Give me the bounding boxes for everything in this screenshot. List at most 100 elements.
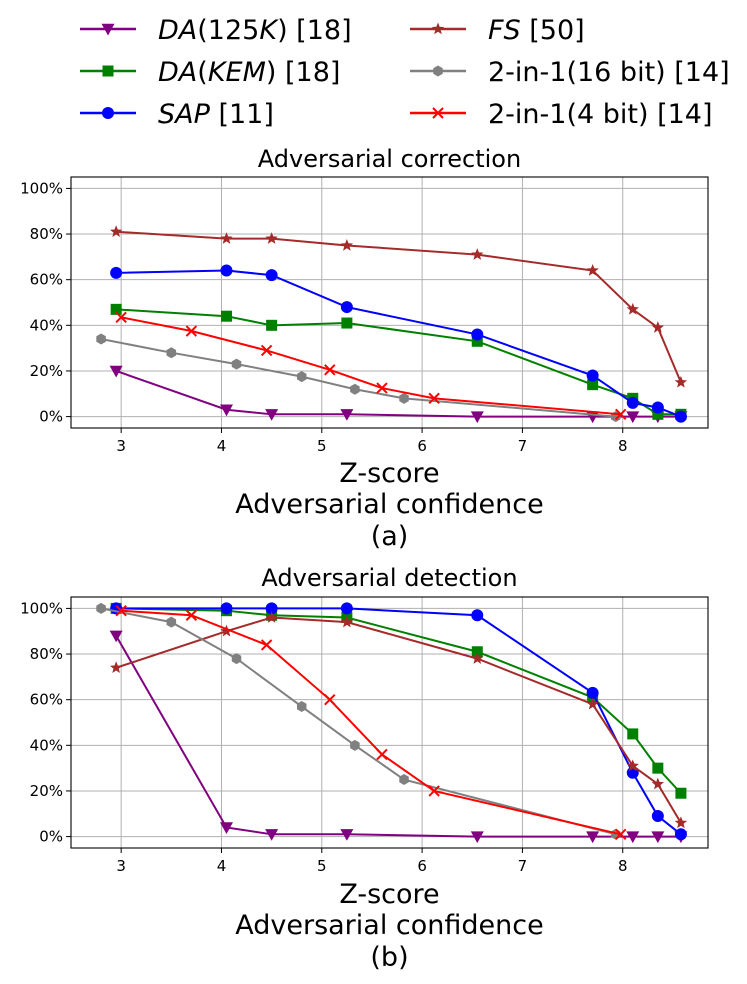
legend-label: DA(125K) [18] [158, 15, 352, 46]
data-point [220, 624, 233, 637]
data-point [296, 371, 307, 383]
data-point [265, 611, 278, 623]
series [96, 333, 621, 423]
data-point [651, 777, 665, 790]
legend-label-italic: DA [158, 57, 197, 88]
legend-marker-triangle-down [101, 23, 115, 36]
data-point [627, 728, 639, 740]
y-tick-label: 20% [30, 362, 63, 380]
data-point [586, 831, 600, 844]
data-point [340, 615, 354, 628]
y-tick-label: 100% [20, 599, 63, 617]
x-tick-label: 7 [518, 857, 528, 875]
data-point [674, 816, 688, 829]
data-point [350, 383, 360, 395]
data-point [471, 652, 484, 664]
data-point [340, 301, 353, 314]
data-point [376, 382, 388, 394]
series [110, 264, 687, 423]
legend-entry: FS [50] [410, 15, 585, 46]
x-axis-sublabel: Adversarial confidence [235, 910, 543, 941]
plot-area [96, 225, 688, 424]
y-tick-label: 100% [20, 179, 63, 197]
y-tick-label: 40% [30, 736, 63, 754]
data-point [674, 375, 688, 388]
data-point [340, 409, 354, 421]
data-point [265, 269, 278, 282]
series-line [116, 230, 682, 383]
legend-entry: SAP [11] [80, 99, 274, 130]
legend-marker-square [102, 65, 114, 77]
data-point [652, 762, 664, 774]
y-tick-label: 60% [30, 271, 63, 289]
data-point [428, 785, 440, 797]
data-point [340, 602, 353, 615]
data-point [231, 653, 242, 665]
panel-caption: (a) [371, 521, 409, 552]
data-point [586, 264, 599, 276]
data-point [586, 697, 599, 710]
data-point [615, 408, 627, 421]
grid [71, 177, 708, 428]
data-point [340, 829, 354, 841]
x-tick-label: 8 [618, 857, 628, 875]
data-point [260, 344, 273, 357]
legend-label: 2-in-1(4 bit) [14] [488, 99, 713, 130]
x-tick-label: 4 [217, 857, 227, 875]
data-point [219, 404, 233, 417]
legend-label-italic: FS [488, 15, 521, 46]
x-tick-label: 8 [618, 437, 628, 455]
data-point [96, 333, 106, 345]
data-point [185, 609, 198, 621]
data-point [166, 616, 177, 628]
series-line [116, 607, 682, 836]
x-tick-label: 3 [116, 437, 126, 455]
x-tick-label: 5 [317, 437, 327, 455]
data-point [470, 831, 484, 844]
data-point [586, 369, 599, 382]
data-point [376, 748, 388, 761]
x-tick-label: 6 [417, 857, 427, 875]
data-point [115, 604, 127, 617]
legend-entry: DA(125K) [18] [80, 15, 352, 46]
data-point [220, 310, 232, 322]
data-point [651, 321, 665, 333]
x-tick-label: 5 [317, 857, 327, 875]
series [109, 630, 688, 844]
data-point [265, 232, 278, 244]
y-tick-label: 80% [30, 225, 63, 243]
data-point [324, 364, 336, 376]
data-point [220, 232, 233, 244]
data-point [428, 392, 440, 405]
data-point [626, 396, 639, 409]
data-point [626, 831, 640, 844]
data-point [110, 303, 122, 315]
x-axis-sublabel: Adversarial confidence [235, 489, 543, 520]
data-point [109, 661, 123, 673]
panel-caption: (b) [370, 942, 408, 973]
legend-label-italic: SAP [158, 99, 211, 130]
data-point [219, 822, 233, 834]
legend-entry: 2-in-1(16 bit) [14] [410, 57, 730, 88]
data-point [220, 602, 233, 615]
data-point [109, 225, 123, 238]
legend-label: FS [50] [488, 15, 585, 46]
legend-marker-circle [102, 107, 114, 119]
data-point [266, 319, 278, 331]
data-point [109, 630, 123, 643]
data-point [296, 701, 307, 713]
series [110, 602, 687, 841]
data-point [586, 686, 599, 699]
data-point [399, 774, 409, 786]
plot-frame [70, 596, 709, 849]
axes: 3 4 5 6 7 80%20%40%60%80%100% [20, 179, 627, 455]
data-point [471, 335, 483, 347]
data-point [626, 759, 639, 772]
legend-label-italic: DA [158, 15, 197, 46]
x-tick-label: 3 [116, 857, 126, 875]
series-line [100, 607, 616, 836]
data-point [587, 379, 599, 391]
y-tick-label: 80% [30, 645, 63, 663]
